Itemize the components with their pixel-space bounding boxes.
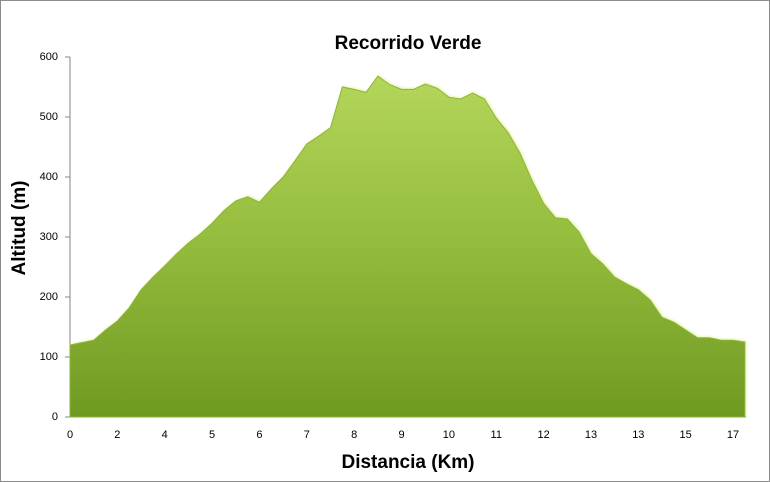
x-tick-label: 7 [304,429,310,441]
y-axis-title: Altitud (m) [9,181,30,276]
x-tick-label: 9 [398,429,404,441]
x-tick-label: 6 [256,429,262,441]
x-tick-label: 13 [632,429,644,441]
x-tick-label: 2 [114,429,120,441]
x-tick-label: 10 [443,429,455,441]
y-tick-label: 100 [40,351,58,363]
x-tick-label: 15 [680,429,692,441]
y-tick-label: 400 [40,171,58,183]
y-tick-label: 200 [40,291,58,303]
x-tick-label: 17 [727,429,739,441]
x-axis-title: Distancia (Km) [341,452,474,473]
x-tick-label: 12 [537,429,549,441]
x-tick-label: 11 [491,429,502,441]
x-tick-label: 5 [209,429,215,441]
x-tick-label: 8 [351,429,357,441]
x-tick-label: 0 [67,429,73,441]
chart-title: Recorrido Verde [335,33,482,54]
x-tick-label: 4 [162,429,168,441]
y-tick-label: 0 [52,411,58,423]
area [69,75,746,418]
y-tick-label: 500 [40,111,58,123]
y-tick-label: 600 [40,51,58,63]
x-tick-label: 13 [585,429,597,441]
y-tick-label: 300 [40,231,58,243]
